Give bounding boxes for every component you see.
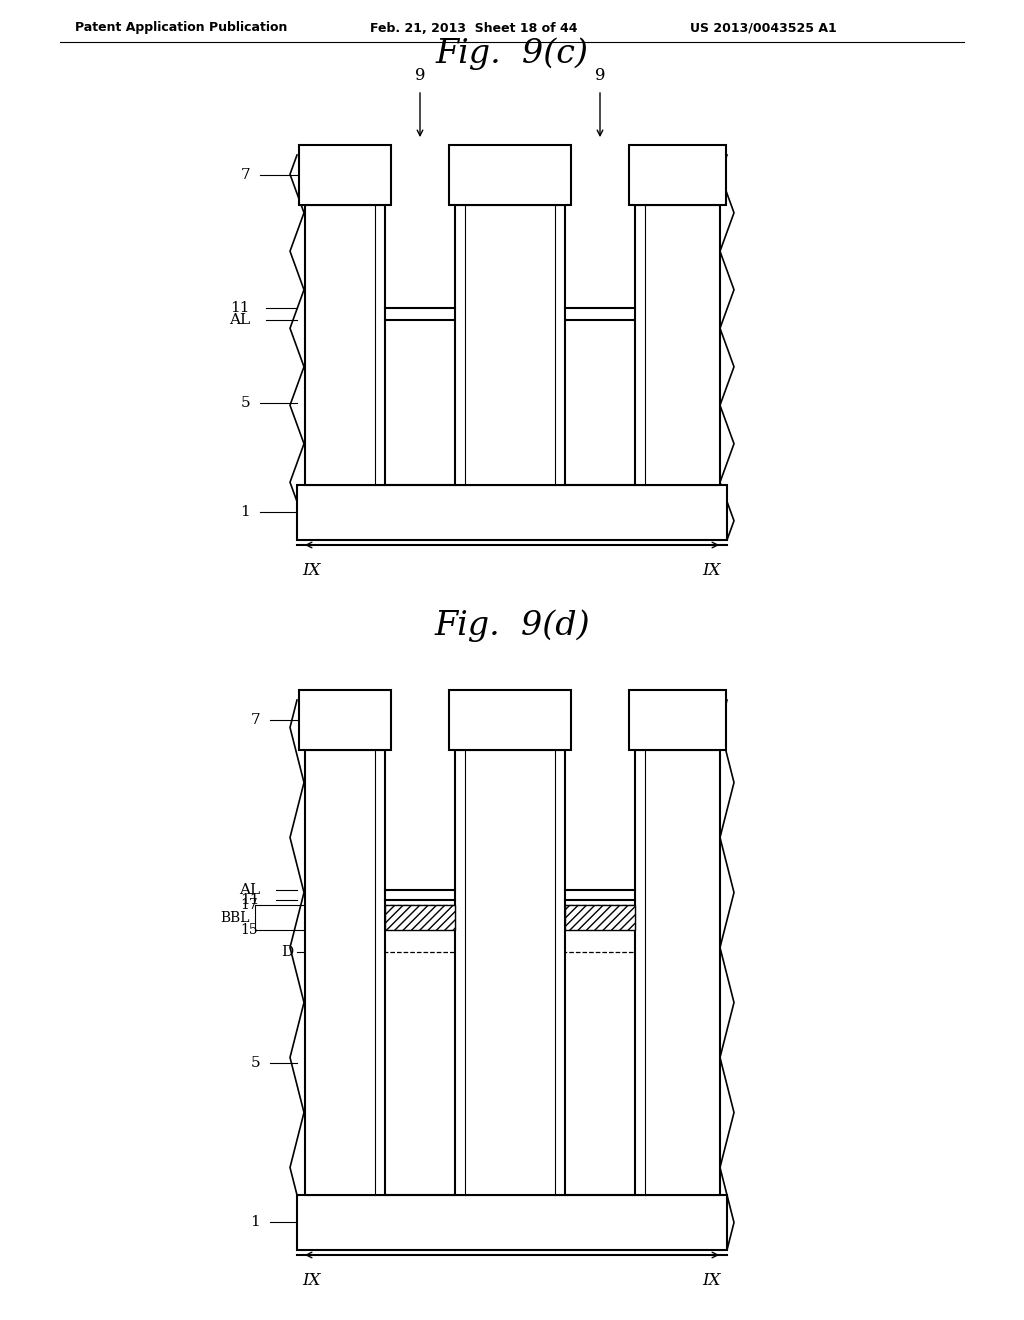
Bar <box>565 906 635 931</box>
Bar <box>629 690 726 750</box>
Text: 1: 1 <box>250 1214 260 1229</box>
Bar <box>635 750 720 1195</box>
Text: Fig.  9(c): Fig. 9(c) <box>435 37 589 70</box>
Bar <box>385 906 455 931</box>
Bar <box>629 145 726 205</box>
Text: US 2013/0043525 A1: US 2013/0043525 A1 <box>690 21 837 34</box>
Text: D: D <box>281 945 293 960</box>
Bar <box>297 484 727 540</box>
Text: BBL: BBL <box>220 911 250 925</box>
Text: 11: 11 <box>241 894 260 907</box>
Text: 17: 17 <box>241 898 258 912</box>
Text: AL: AL <box>239 883 260 898</box>
Text: AL: AL <box>229 313 250 327</box>
Text: IX: IX <box>303 562 322 579</box>
Text: 7: 7 <box>241 168 250 182</box>
Bar <box>449 690 571 750</box>
Text: Feb. 21, 2013  Sheet 18 of 44: Feb. 21, 2013 Sheet 18 of 44 <box>370 21 578 34</box>
Bar <box>455 205 565 484</box>
Text: IX: IX <box>702 1272 721 1290</box>
Bar <box>299 145 391 205</box>
Bar <box>635 205 720 484</box>
Bar <box>305 750 385 1195</box>
Text: 1: 1 <box>241 506 250 519</box>
Bar <box>449 145 571 205</box>
Text: 11: 11 <box>230 301 250 315</box>
Text: 7: 7 <box>251 713 260 727</box>
Text: 5: 5 <box>251 1056 260 1071</box>
Text: 9: 9 <box>595 67 605 84</box>
Text: Fig.  9(d): Fig. 9(d) <box>434 610 590 642</box>
Bar <box>299 690 391 750</box>
Bar <box>455 750 565 1195</box>
Bar <box>297 1195 727 1250</box>
Text: IX: IX <box>303 1272 322 1290</box>
Text: 15: 15 <box>241 923 258 937</box>
Text: IX: IX <box>702 562 721 579</box>
Bar <box>305 205 385 484</box>
Text: 5: 5 <box>241 396 250 411</box>
Text: 9: 9 <box>415 67 425 84</box>
Text: Patent Application Publication: Patent Application Publication <box>75 21 288 34</box>
